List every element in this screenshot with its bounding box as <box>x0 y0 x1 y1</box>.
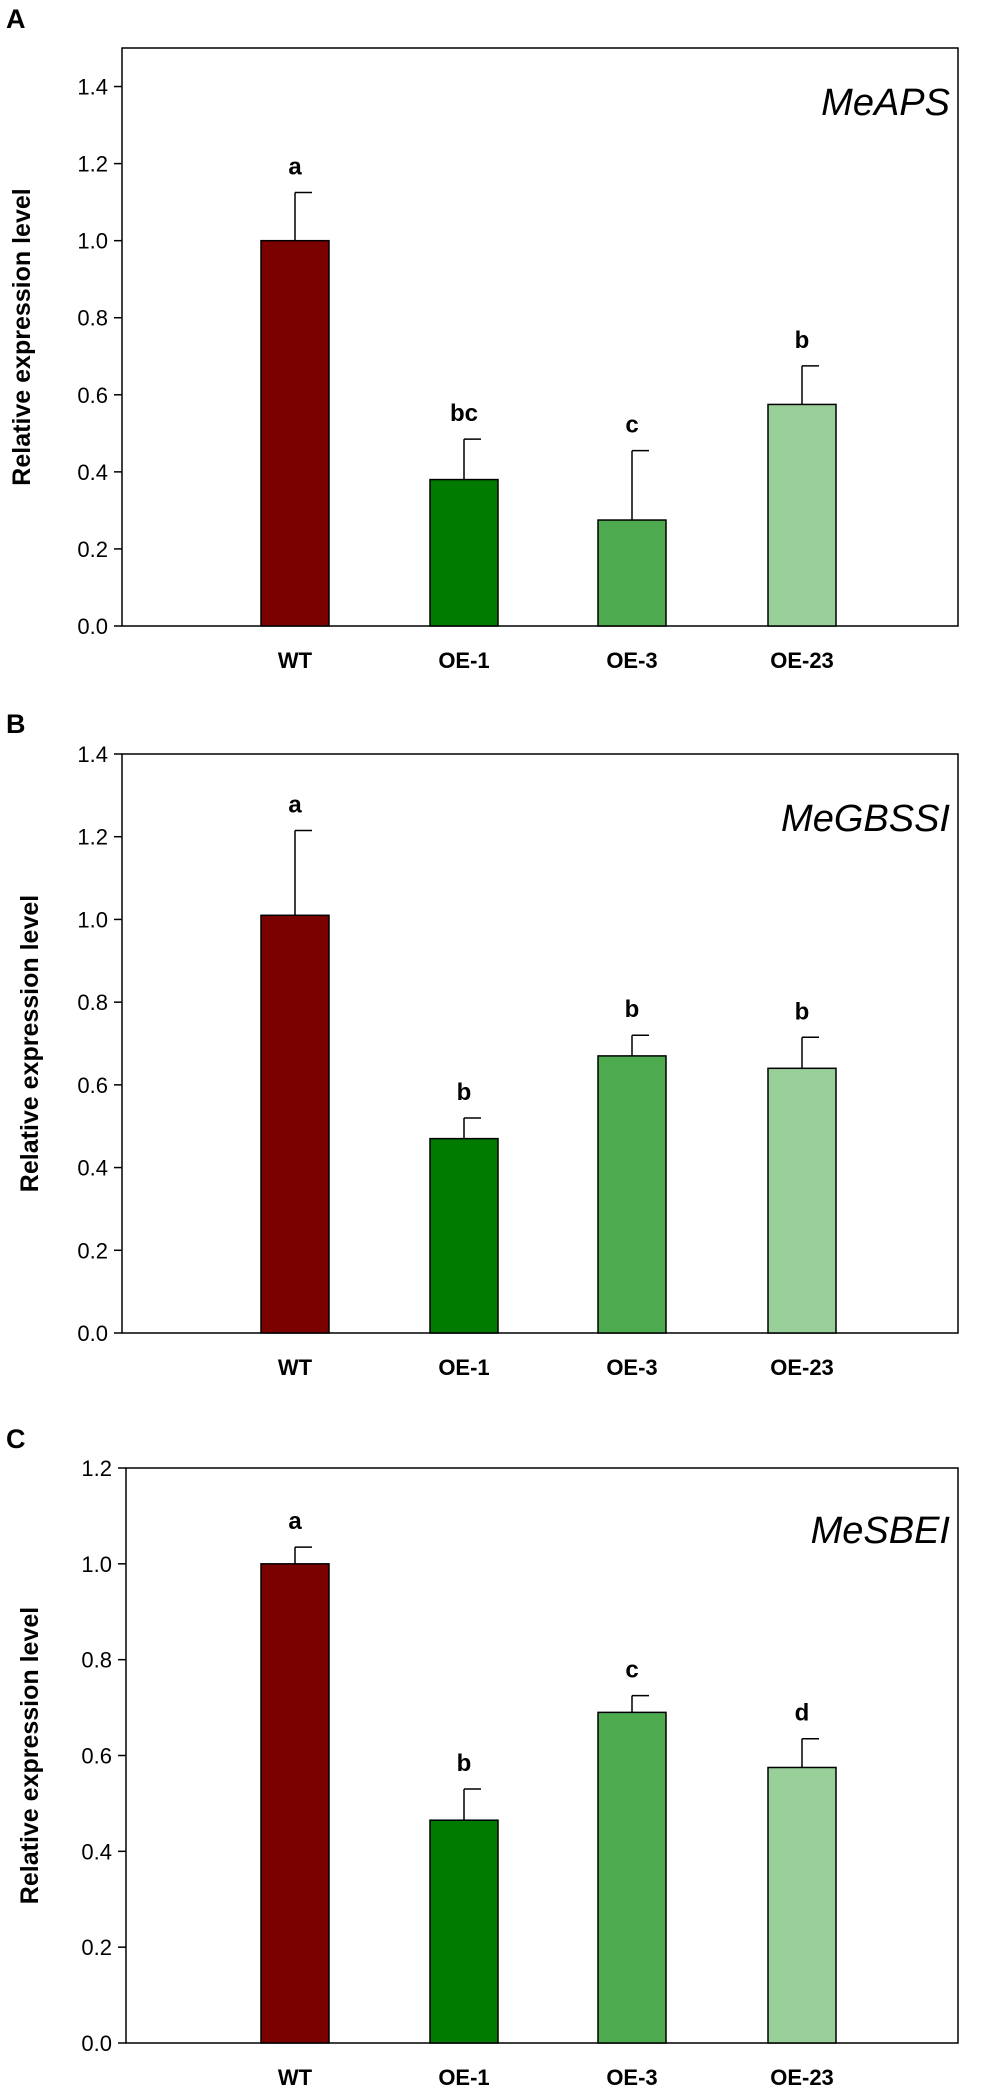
y-tick-label: 1.2 <box>81 1456 112 1481</box>
significance-label: b <box>457 1079 472 1106</box>
significance-label: a <box>288 1508 302 1535</box>
bar <box>768 1068 836 1333</box>
panel-letter: B <box>6 709 26 739</box>
y-tick-label: 1.0 <box>77 907 108 932</box>
y-tick-label: 1.4 <box>77 742 108 767</box>
x-tick-label: OE-23 <box>770 648 834 673</box>
x-tick-label: WT <box>278 2065 313 2090</box>
panel-letter: C <box>6 1424 26 1454</box>
y-tick-label: 0.8 <box>77 990 108 1015</box>
y-tick-label: 0.0 <box>77 1321 108 1346</box>
bar <box>598 1712 666 2043</box>
x-tick-label: OE-23 <box>770 1355 834 1380</box>
significance-label: b <box>795 327 810 354</box>
chart-title: MeGBSSI <box>781 798 950 840</box>
y-tick-label: 1.4 <box>77 75 108 100</box>
bar <box>430 1139 498 1333</box>
significance-label: a <box>288 792 302 819</box>
y-axis-label: Relative expression level <box>16 895 44 1192</box>
bar <box>598 520 666 626</box>
y-tick-label: 0.6 <box>77 383 108 408</box>
y-tick-label: 1.2 <box>77 825 108 850</box>
y-tick-label: 0.0 <box>81 2031 112 2056</box>
y-tick-label: 0.4 <box>77 460 108 485</box>
significance-label: a <box>288 154 302 181</box>
y-tick-label: 0.2 <box>77 537 108 562</box>
bar <box>768 404 836 626</box>
y-tick-label: 0.2 <box>81 1935 112 1960</box>
bar <box>261 915 329 1333</box>
bar <box>261 241 329 626</box>
y-tick-label: 0.8 <box>81 1648 112 1673</box>
x-tick-label: OE-1 <box>438 1355 489 1380</box>
y-tick-label: 1.0 <box>81 1552 112 1577</box>
y-tick-label: 0.2 <box>77 1238 108 1263</box>
panel-a: A 0.0 0.2 0.4 0.6 0.8 1.0 1.2 1.4 Relative expres… <box>6 4 958 673</box>
y-tick-label: 0.4 <box>77 1156 108 1181</box>
panel-letter: A <box>6 4 26 34</box>
x-tick-label: WT <box>278 1355 313 1380</box>
bar <box>261 1564 329 2043</box>
chart-title: MeSBEI <box>811 1510 951 1552</box>
x-tick-label: OE-1 <box>438 2065 489 2090</box>
bar <box>598 1056 666 1333</box>
chart-title: MeAPS <box>821 82 950 124</box>
y-tick-label: 1.2 <box>77 152 108 177</box>
x-tick-label: OE-3 <box>606 2065 657 2090</box>
x-tick-label: OE-3 <box>606 1355 657 1380</box>
x-tick-label: OE-3 <box>606 648 657 673</box>
bar <box>430 480 498 626</box>
significance-label: b <box>625 996 640 1023</box>
y-axis-label: Relative expression level <box>16 1607 44 1904</box>
significance-label: c <box>625 412 638 439</box>
y-tick-label: 0.6 <box>81 1744 112 1769</box>
significance-label: b <box>795 998 810 1025</box>
y-tick-label: 1.0 <box>77 229 108 254</box>
significance-label: b <box>457 1750 472 1777</box>
panel-b: B 0.0 0.2 0.4 0.6 0.8 1.0 1.2 1.4 Relative expres… <box>6 709 958 1380</box>
significance-label: bc <box>450 400 478 427</box>
bar <box>768 1767 836 2043</box>
panel-c: C 0.0 0.2 0.4 0.6 0.8 1.0 1.2 Relative expressio… <box>6 1424 958 2090</box>
x-tick-label: WT <box>278 648 313 673</box>
y-tick-label: 0.4 <box>81 1839 112 1864</box>
bar <box>430 1820 498 2043</box>
y-tick-label: 0.8 <box>77 306 108 331</box>
y-tick-label: 0.6 <box>77 1073 108 1098</box>
x-tick-label: OE-23 <box>770 2065 834 2090</box>
significance-label: d <box>795 1700 810 1727</box>
x-tick-label: OE-1 <box>438 648 489 673</box>
y-axis-label: Relative expression level <box>8 188 36 485</box>
y-tick-label: 0.0 <box>77 614 108 639</box>
significance-label: c <box>625 1657 638 1684</box>
figure: A 0.0 0.2 0.4 0.6 0.8 1.0 1.2 1.4 Relative expres… <box>0 0 981 2095</box>
